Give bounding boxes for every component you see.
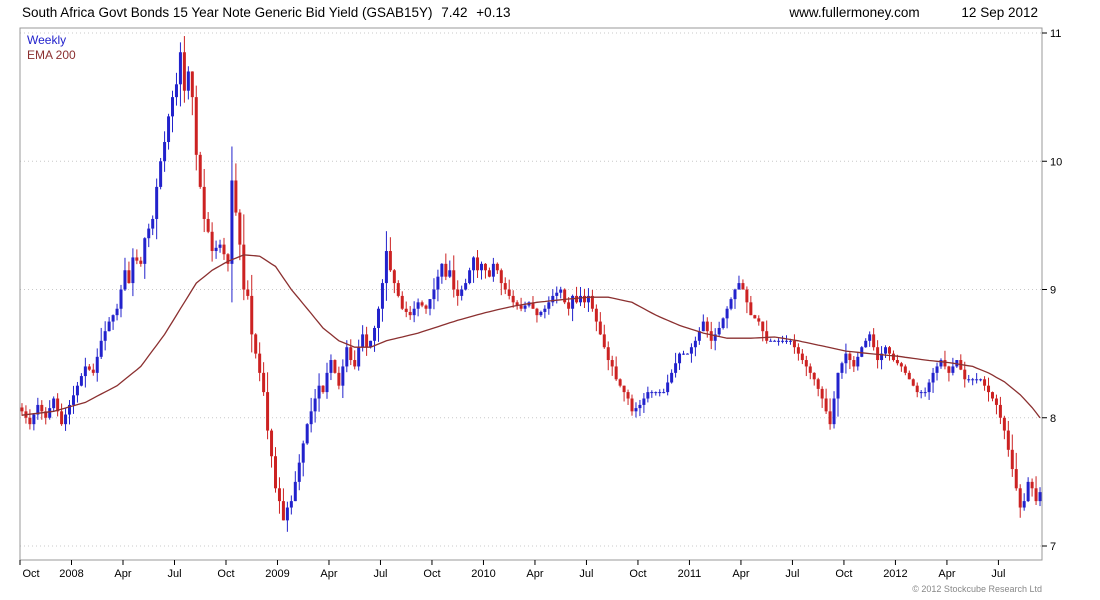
- x-axis-label: Jul: [579, 568, 593, 580]
- y-axis-label: 7: [1050, 541, 1056, 553]
- x-axis-label: Apr: [938, 568, 955, 580]
- x-axis-label: Oct: [22, 568, 39, 580]
- y-axis: 7 8 9 10 11: [1042, 28, 1062, 553]
- page-title: South Africa Govt Bonds 15 Year Note Gen…: [22, 5, 433, 20]
- price-change: +0.13: [476, 5, 511, 20]
- x-axis-label: Oct: [629, 568, 646, 580]
- x-axis-label: Oct: [217, 568, 234, 580]
- date-label: 12 Sep 2012: [961, 5, 1038, 20]
- x-axis-label: Apr: [732, 568, 749, 580]
- x-axis-label: Jul: [167, 568, 181, 580]
- x-axis-label: 2011: [678, 568, 702, 580]
- x-axis-label: Jul: [373, 568, 387, 580]
- website-label: www.fullermoney.com: [789, 5, 920, 20]
- x-axis-label: 2010: [471, 568, 495, 580]
- x-axis-label: Apr: [526, 568, 543, 580]
- y-axis-label: 8: [1050, 413, 1056, 425]
- x-axis-label: 2012: [883, 568, 907, 580]
- x-axis-label: Oct: [423, 568, 440, 580]
- chart-title-row: South Africa Govt Bonds 15 Year Note Gen…: [22, 5, 515, 20]
- chart-legend: Weekly EMA 200: [27, 33, 76, 63]
- copyright-label: © 2012 Stockcube Research Ltd: [912, 584, 1042, 594]
- x-axis-label: 2008: [59, 568, 83, 580]
- x-axis-label: Apr: [114, 568, 131, 580]
- x-axis-label: 2009: [265, 568, 289, 580]
- y-axis-label: 10: [1050, 156, 1062, 168]
- x-axis: Oct 2008 Apr Jul Oct 2009 Apr Jul Oct 2010 Apr Jul O…: [19, 560, 1005, 580]
- ema-line: [21, 254, 1041, 419]
- x-axis-label: Apr: [320, 568, 337, 580]
- header-right: www.fullermoney.com 12 Sep 2012: [789, 5, 1038, 20]
- x-axis-label: Oct: [835, 568, 852, 580]
- candlestick-series: [20, 36, 1042, 532]
- x-axis-label: Jul: [785, 568, 799, 580]
- x-axis-label: Jul: [991, 568, 1005, 580]
- last-price: 7.42: [441, 5, 468, 20]
- y-axis-label: 11: [1050, 28, 1061, 40]
- legend-ema-label: EMA 200: [27, 48, 76, 62]
- y-axis-label: 9: [1050, 285, 1056, 297]
- legend-weekly-label: Weekly: [27, 33, 67, 47]
